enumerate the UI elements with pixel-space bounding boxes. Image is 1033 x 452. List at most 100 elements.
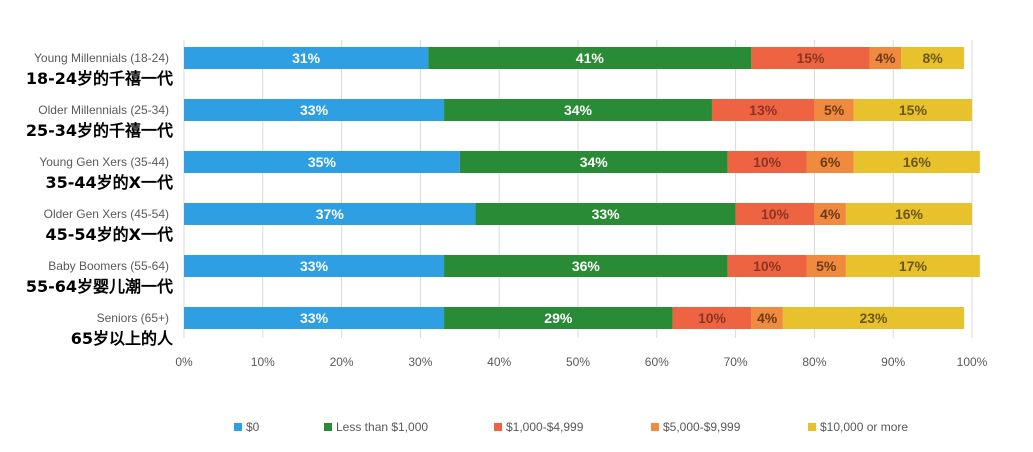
bar-segment — [184, 99, 445, 121]
legend-swatch — [651, 423, 659, 431]
bar-segment — [184, 151, 460, 173]
data-label: 35% — [308, 154, 337, 170]
category-label-en: Older Millennials (25-34) — [38, 103, 169, 117]
bar-segment — [727, 151, 807, 173]
bar-segment — [444, 255, 728, 277]
bar-segment — [853, 151, 980, 173]
data-label: 10% — [761, 206, 790, 222]
data-label: 36% — [572, 258, 601, 274]
category-label-en: Young Gen Xers (35-44) — [39, 155, 169, 169]
bars: 31% 41% 15% 4% 8% 33% 34% 13% 5% 15% 35% 34% 10% 6% 16… — [184, 47, 980, 329]
legend-label: $1,000-$4,999 — [506, 420, 584, 434]
bar-segment — [845, 203, 972, 225]
data-label: 23% — [859, 310, 888, 326]
data-label: 10% — [753, 258, 782, 274]
bar-segment — [184, 307, 445, 329]
x-tick-label: 70% — [724, 355, 748, 369]
data-label: 10% — [753, 154, 782, 170]
legend-item: $1,000-$4,999 — [494, 420, 583, 434]
category-label-zh: 25-34岁的千禧一代 — [26, 121, 173, 140]
bar-segment — [672, 307, 752, 329]
bar-segment — [782, 307, 965, 329]
data-label: 15% — [796, 50, 825, 66]
bar-row: 33% 36% 10% 5% 17% — [184, 255, 980, 277]
bar-row: 35% 34% 10% 6% 16% — [184, 151, 980, 173]
bar-segment — [444, 99, 712, 121]
data-label: 15% — [899, 102, 928, 118]
x-tick-label: 90% — [881, 355, 905, 369]
category-label-en: Young Millennials (18-24) — [34, 51, 169, 65]
bar-segment — [901, 47, 965, 69]
bar-row: 33% 34% 13% 5% 15% — [184, 99, 972, 121]
category-label-zh: 18-24岁的千禧一代 — [26, 69, 173, 88]
category-label-zh: 55-64岁婴儿潮一代 — [26, 277, 173, 296]
bar-segment — [853, 99, 972, 121]
legend-item: $0 — [234, 420, 259, 434]
data-label: 34% — [580, 154, 609, 170]
bar-segment — [184, 47, 429, 69]
data-label: 29% — [544, 310, 573, 326]
legend-label: Less than $1,000 — [336, 420, 429, 434]
legend: $0 Less than $1,000 $1,000-$4,999 $5,000-$9… — [0, 420, 1033, 440]
x-tick-label: 30% — [408, 355, 432, 369]
bar-segment — [444, 307, 673, 329]
x-tick-label: 100% — [957, 355, 988, 369]
legend-swatch — [808, 423, 816, 431]
x-tick-label: 60% — [645, 355, 669, 369]
bar-segment — [814, 99, 854, 121]
legend-swatch — [234, 423, 242, 431]
data-label: 4% — [820, 206, 841, 222]
bar-segment — [727, 255, 807, 277]
data-label: 37% — [316, 206, 345, 222]
bar-segment — [428, 47, 752, 69]
x-axis-ticks: 0% 10% 20% 30% 40% 50% 60% 70% 80% 90% 100% — [175, 355, 987, 369]
data-label: 34% — [564, 102, 593, 118]
x-tick-label: 50% — [566, 355, 590, 369]
bar-segment — [184, 255, 445, 277]
category-label-zh: 35-44岁的X一代 — [45, 173, 173, 192]
bar-segment — [184, 203, 476, 225]
stacked-bar-chart: 31% 41% 15% 4% 8% 33% 34% 13% 5% 15% 35% 34% 10% 6% 16… — [26, 40, 988, 369]
data-label: 33% — [300, 310, 329, 326]
bar-segment — [751, 47, 870, 69]
category-labels: Young Millennials (18-24) 18-24岁的千禧一代 Olde… — [26, 51, 174, 348]
bar-row: 33% 29% 10% 4% 23% — [184, 307, 965, 329]
legend-label: $5,000-$9,999 — [663, 420, 741, 434]
bar-segment — [845, 255, 980, 277]
category-label-en: Seniors (65+) — [97, 311, 169, 325]
x-tick-label: 40% — [487, 355, 511, 369]
data-label: 33% — [300, 102, 329, 118]
legend-item: $10,000 or more — [808, 420, 908, 434]
data-label: 16% — [903, 154, 932, 170]
legend-swatch — [324, 423, 332, 431]
category-label-zh: 65岁以上的人 — [71, 329, 174, 348]
category-label-zh: 45-54岁的X一代 — [45, 225, 173, 244]
gridlines — [183, 40, 973, 338]
bar-segment — [751, 307, 783, 329]
data-label: 33% — [592, 206, 621, 222]
data-label: 5% — [816, 258, 837, 274]
x-tick-label: 10% — [251, 355, 275, 369]
data-label: 31% — [292, 50, 321, 66]
data-label: 4% — [757, 310, 778, 326]
x-tick-label: 20% — [330, 355, 354, 369]
bar-segment — [806, 255, 846, 277]
x-tick-label: 80% — [802, 355, 826, 369]
legend-item: $5,000-$9,999 — [651, 420, 740, 434]
bar-segment — [869, 47, 902, 69]
data-label: 16% — [895, 206, 924, 222]
bar-row: 37% 33% 10% 4% 16% — [184, 203, 972, 225]
data-label: 13% — [749, 102, 778, 118]
bar-segment — [711, 99, 815, 121]
data-label: 17% — [899, 258, 928, 274]
legend-item: Less than $1,000 — [324, 420, 428, 434]
legend-swatch — [494, 423, 502, 431]
data-label: 4% — [875, 50, 896, 66]
category-label-en: Baby Boomers (55-64) — [48, 259, 169, 273]
legend-label: $10,000 or more — [820, 420, 909, 434]
bar-segment — [814, 203, 846, 225]
data-label: 6% — [820, 154, 841, 170]
data-label: 41% — [576, 50, 605, 66]
bar-segment — [735, 203, 815, 225]
bar-segment — [806, 151, 854, 173]
